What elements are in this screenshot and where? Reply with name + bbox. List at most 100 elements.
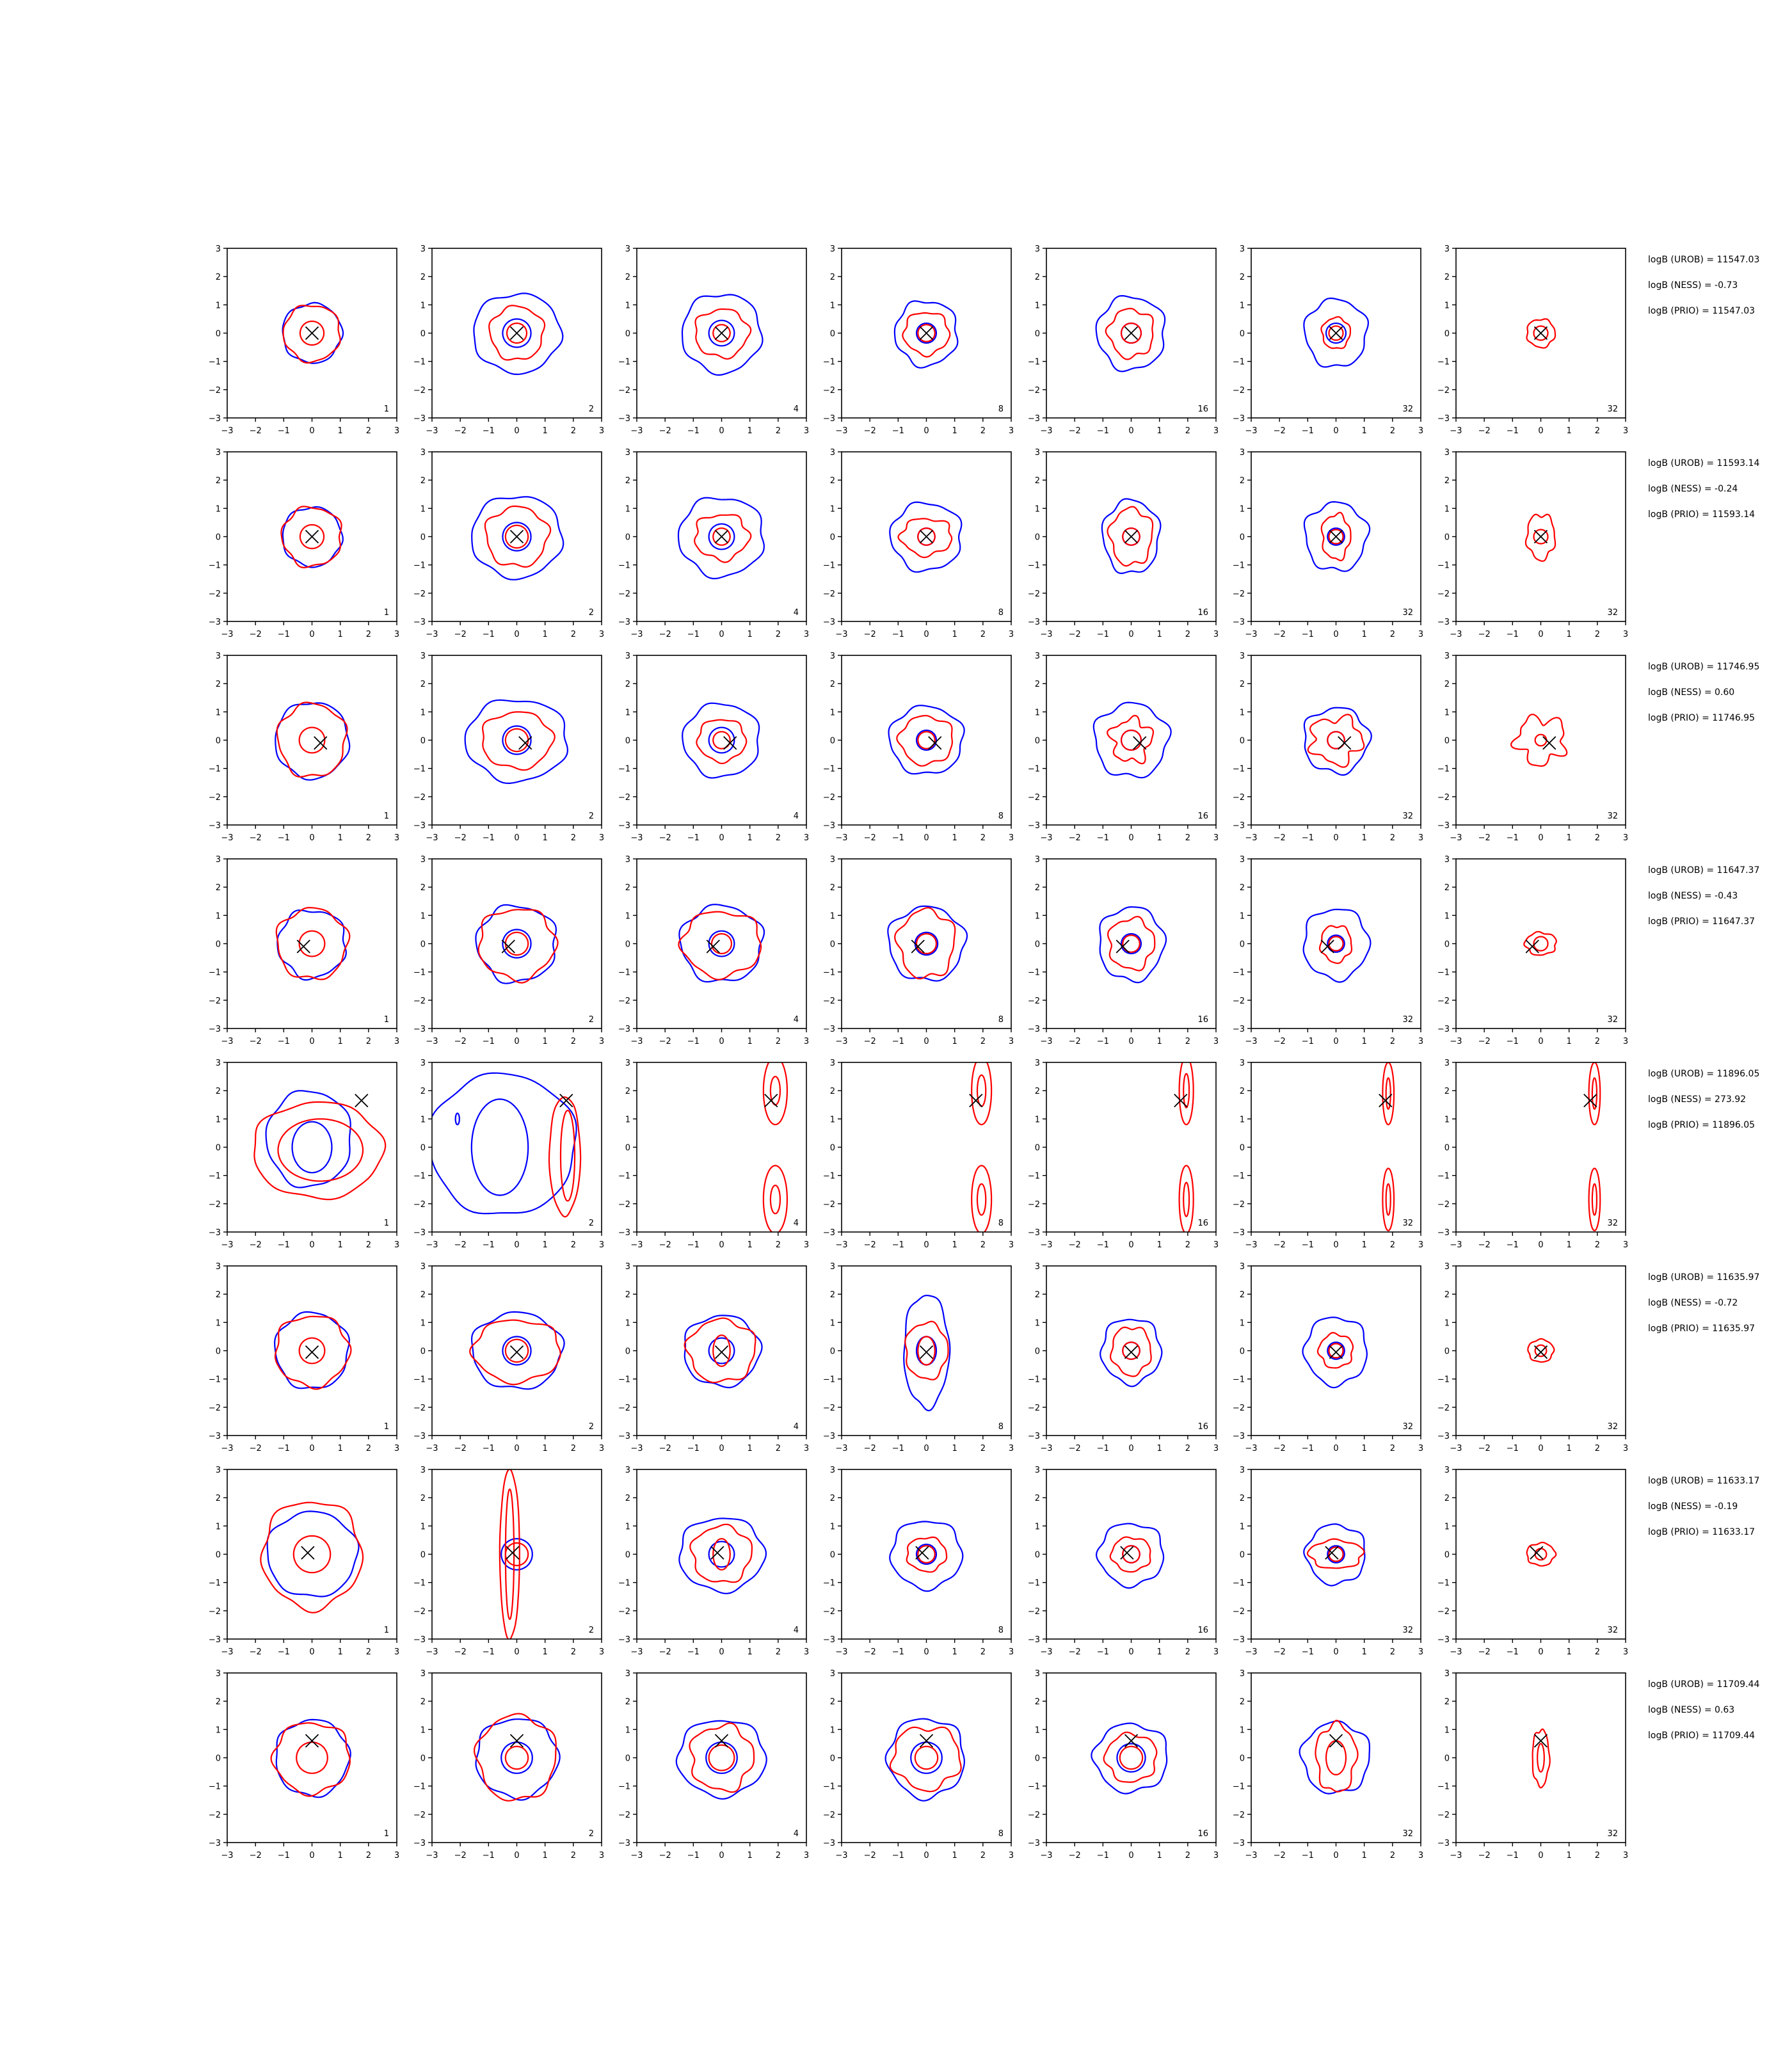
x-tick-label: 2	[366, 630, 371, 639]
y-tick-label: −3	[1437, 1839, 1450, 1848]
contours	[903, 1294, 951, 1412]
x-tick-label: 2	[1185, 630, 1190, 639]
x-tick-label: 1	[1567, 1444, 1572, 1453]
red-contour	[694, 308, 752, 360]
panel-corner-label: 32	[1607, 812, 1618, 821]
panel-r4-c1: −3−3 −2 −2 −1 −1 0 0 1 1 2 2 3 3 1	[209, 855, 399, 1046]
y-tick-label: 3	[1035, 1262, 1040, 1272]
logb-prio-r4: logB (PRIO) = 11647.37	[1648, 916, 1755, 927]
x-tick-label: 1	[748, 833, 753, 843]
blue-contour	[432, 1072, 577, 1215]
x-marker	[1329, 1734, 1343, 1748]
x-tick-label: 1	[1157, 426, 1162, 436]
contours	[889, 501, 963, 573]
x-tick-label: 3	[804, 1240, 809, 1250]
y-tick-label: 3	[1240, 448, 1245, 458]
x-tick-label: 0	[719, 630, 724, 639]
x-tick-label: −2	[250, 833, 262, 843]
x-tick-label: −1	[278, 426, 290, 436]
contours	[475, 904, 559, 984]
y-tick-label: 2	[216, 1697, 221, 1707]
x-marker	[969, 1093, 983, 1108]
blue-contour	[1303, 500, 1371, 572]
red-contour	[504, 728, 529, 753]
x-tick-label: 2	[571, 630, 576, 639]
x-tick-label: 2	[980, 1240, 986, 1250]
x-tick-label: −1	[1302, 1851, 1314, 1860]
x-tick-label: 0	[1128, 833, 1133, 843]
blue-contour	[888, 705, 965, 775]
y-tick-label: −1	[823, 561, 835, 571]
x-tick-label: −1	[687, 1851, 700, 1860]
x-tick-label: 1	[338, 1444, 343, 1453]
y-tick-label: −2	[823, 793, 835, 803]
red-contour	[473, 1713, 557, 1802]
x-tick-label: 0	[1333, 1647, 1338, 1657]
y-tick-label: −1	[209, 358, 221, 367]
x-tick-label: −1	[278, 1851, 290, 1860]
contours	[681, 294, 764, 376]
x-marker	[1583, 1093, 1597, 1108]
logb-ness-r1: logB (NESS) = -0.73	[1648, 280, 1738, 291]
x-tick-label: −2	[659, 1444, 671, 1453]
red-contour	[712, 527, 731, 546]
y-tick-label: 3	[1035, 244, 1040, 254]
x-marker	[1124, 1734, 1139, 1748]
y-tick-label: 1	[625, 504, 630, 514]
contours	[1527, 1338, 1555, 1363]
red-contour	[762, 1062, 788, 1126]
y-tick-label: −1	[413, 1579, 426, 1588]
y-tick-label: 1	[216, 708, 221, 717]
x-tick-label: 2	[776, 1037, 781, 1046]
red-contour	[1328, 325, 1344, 341]
y-tick-label: −3	[1437, 618, 1450, 627]
panel-r2-c1: −3−3 −2 −2 −1 −1 0 0 1 1 2 2 3 3 1	[209, 448, 399, 639]
y-tick-label: 3	[1035, 1059, 1040, 1068]
x-tick-label: −1	[278, 1037, 290, 1046]
contours	[1303, 500, 1371, 572]
y-tick-label: 0	[1240, 1347, 1245, 1357]
panel-corner-label: 32	[1402, 1219, 1413, 1228]
red-contour	[971, 1165, 993, 1232]
x-tick-label: 1	[748, 1647, 753, 1657]
x-tick-label: 3	[599, 1037, 604, 1046]
y-tick-label: 0	[1444, 330, 1450, 339]
panel-corner-label: 4	[794, 1422, 799, 1432]
x-tick-label: −1	[1097, 630, 1109, 639]
y-tick-label: 2	[625, 680, 630, 689]
y-tick-label: 1	[216, 301, 221, 310]
x-tick-label: 2	[1390, 1851, 1395, 1860]
axes-frame	[1046, 1672, 1217, 1843]
red-contour	[298, 726, 326, 754]
blue-contour	[678, 1517, 767, 1594]
x-tick-label: −1	[1507, 833, 1519, 843]
x-tick-label: 2	[1595, 1240, 1600, 1250]
y-tick-label: 1	[1035, 1725, 1040, 1735]
y-tick-label: 2	[216, 680, 221, 689]
red-contour	[1382, 1062, 1395, 1126]
y-tick-label: −1	[413, 358, 426, 367]
x-tick-label: 0	[1333, 426, 1338, 436]
y-tick-label: −1	[413, 765, 426, 774]
x-tick-label: 0	[924, 426, 929, 436]
y-tick-label: 3	[830, 1669, 835, 1679]
x-tick-label: 1	[543, 1037, 548, 1046]
y-tick-label: 1	[1444, 1115, 1450, 1124]
x-tick-label: −3	[1040, 1851, 1052, 1860]
blue-contour	[884, 1718, 965, 1802]
red-contour	[1328, 529, 1344, 545]
x-tick-label: −2	[1478, 630, 1491, 639]
panel-corner-label: 8	[998, 1626, 1004, 1635]
panel-r1-c6: −3−3 −2 −2 −1 −1 0 0 1 1 2 2 3 3 32	[1233, 244, 1423, 436]
x-tick-label: 0	[1538, 1444, 1543, 1453]
red-contour	[678, 911, 762, 980]
y-tick-label: 1	[1240, 911, 1245, 921]
y-tick-label: 1	[1035, 708, 1040, 717]
x-tick-label: −2	[454, 1851, 467, 1860]
panel-corner-label: 32	[1607, 608, 1618, 618]
y-tick-label: −1	[1028, 1782, 1040, 1792]
panel-corner-label: 8	[998, 1219, 1004, 1228]
y-tick-label: 1	[625, 301, 630, 310]
y-tick-label: −2	[618, 793, 630, 803]
x-marker	[723, 736, 737, 750]
